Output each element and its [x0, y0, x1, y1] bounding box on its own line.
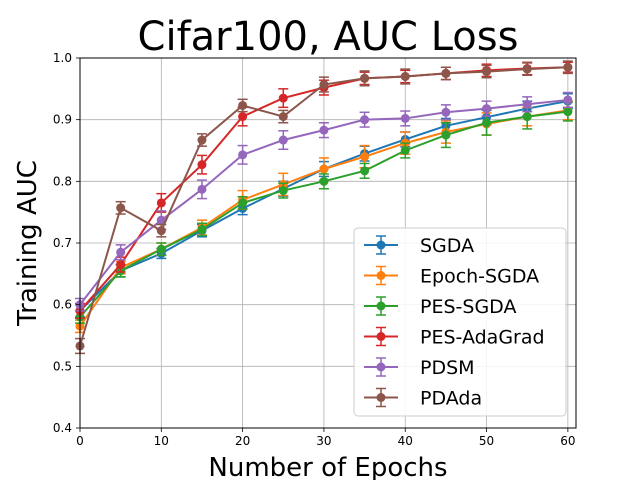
- legend-label: Epoch-SGDA: [420, 266, 539, 288]
- data-point: [482, 118, 492, 128]
- data-point: [400, 113, 410, 123]
- data-point: [400, 72, 410, 81]
- ticks: 0 10 20 30 40 50 60 0.4 0.5 0.6 0.7 0.8 0.9 1.0: [53, 51, 576, 448]
- legend-item: PDSM: [364, 357, 475, 379]
- series-pdada: [75, 60, 573, 355]
- y-tick-label: 0.6: [53, 298, 72, 312]
- data-point: [522, 99, 532, 109]
- data-point: [319, 164, 329, 174]
- data-point: [319, 125, 329, 135]
- data-point: [197, 135, 207, 145]
- legend-item: PDAda: [364, 388, 482, 410]
- legend-item: Epoch-SGDA: [364, 266, 539, 288]
- data-point: [441, 68, 451, 78]
- data-point: [116, 260, 126, 270]
- data-point: [360, 166, 370, 176]
- data-point: [360, 73, 370, 83]
- x-tick-label: 20: [235, 434, 250, 448]
- legend-label: PES-SGDA: [420, 296, 516, 318]
- legend: SGDA Epoch-SGDA PES-SGDA PES-AdaGrad PDSM PDA…: [353, 227, 567, 417]
- data-point: [360, 115, 370, 125]
- data-point: [197, 160, 207, 170]
- legend-box: [353, 227, 567, 417]
- y-tick-label: 0.4: [53, 421, 72, 435]
- legend-label: PDSM: [420, 357, 475, 379]
- data-point: [278, 135, 288, 145]
- legend-marker: [376, 301, 386, 311]
- legend-item: PES-SGDA: [364, 296, 516, 318]
- legend-label: SGDA: [420, 235, 474, 257]
- data-point: [278, 112, 288, 122]
- y-tick-label: 0.7: [53, 236, 72, 250]
- data-point: [563, 95, 573, 105]
- data-point: [156, 198, 166, 208]
- data-point: [197, 224, 207, 234]
- legend-marker: [376, 362, 386, 372]
- legend-marker: [376, 240, 386, 250]
- legend-marker: [376, 271, 386, 280]
- data-point: [238, 198, 248, 208]
- y-tick-label: 0.8: [53, 174, 72, 188]
- data-point: [319, 80, 329, 90]
- data-point: [197, 184, 207, 194]
- data-point: [156, 226, 166, 236]
- x-tick-label: 60: [560, 434, 575, 448]
- legend-label: PES-AdaGrad: [420, 327, 545, 349]
- data-point: [441, 130, 451, 140]
- data-point: [238, 150, 248, 160]
- data-point: [116, 203, 126, 213]
- data-point: [238, 112, 248, 122]
- x-tick-label: 0: [76, 434, 84, 448]
- data-point: [482, 67, 492, 77]
- series-layer: [75, 60, 573, 355]
- y-tick-label: 1.0: [53, 51, 72, 65]
- x-tick-label: 10: [154, 434, 169, 448]
- data-point: [238, 100, 248, 110]
- data-point: [441, 107, 451, 117]
- legend-item: SGDA: [364, 235, 474, 257]
- legend-item: PES-AdaGrad: [364, 327, 545, 349]
- legend-label: PDAda: [420, 388, 482, 410]
- y-tick-label: 0.9: [53, 113, 72, 127]
- x-tick-label: 50: [479, 434, 494, 448]
- data-point: [156, 244, 166, 254]
- y-axis-label: Training AUC: [13, 160, 43, 327]
- data-point: [319, 176, 329, 186]
- data-point: [563, 107, 573, 117]
- chart-title: Cifar100, AUC Loss: [138, 14, 519, 60]
- data-point: [278, 93, 288, 103]
- x-tick-label: 40: [398, 434, 413, 448]
- data-point: [400, 146, 410, 155]
- legend-marker: [376, 393, 386, 402]
- legend-marker: [376, 332, 386, 341]
- series-pdsm: [75, 91, 573, 312]
- y-tick-label: 0.5: [53, 359, 72, 373]
- data-point: [522, 112, 532, 122]
- data-point: [278, 186, 288, 196]
- data-point: [522, 64, 532, 74]
- data-point: [360, 152, 370, 162]
- data-point: [482, 104, 492, 114]
- x-axis-label: Number of Epochs: [208, 453, 447, 480]
- data-point: [563, 62, 573, 72]
- x-tick-label: 30: [316, 434, 331, 448]
- data-point: [116, 247, 126, 257]
- data-point: [156, 215, 166, 225]
